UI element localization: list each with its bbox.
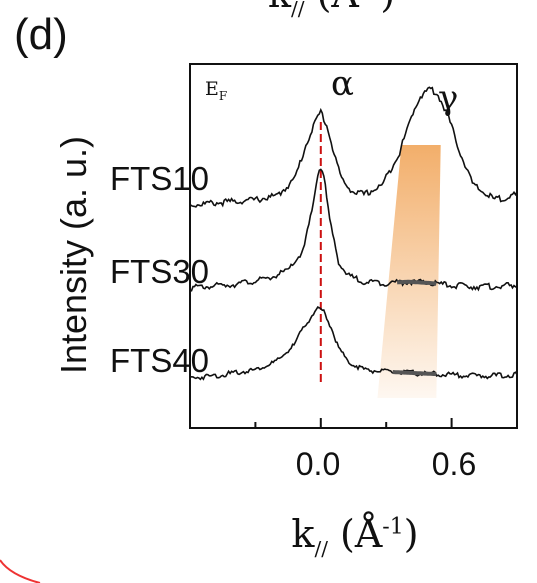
gamma-band-fts40 (392, 370, 437, 377)
series-label-fts40: FTS40 (110, 342, 210, 379)
decorative-red-arc (0, 559, 41, 583)
gamma-band-fts30 (396, 279, 437, 286)
plot-frame (189, 63, 518, 429)
panel-label: (d) (14, 10, 68, 59)
series-line-fts40 (190, 305, 517, 381)
x-tick-label: 0.6 (431, 446, 477, 482)
ef-annotation: EF (205, 78, 228, 103)
gamma-annotation: γ (438, 78, 459, 118)
series-line-fts10 (190, 86, 517, 208)
series-line-fts30 (190, 168, 517, 292)
x-tick-label: 0.0 (295, 446, 341, 482)
alpha-annotation: α (331, 64, 354, 104)
x-axis-label: k// (Å-1) (291, 512, 419, 561)
series-label-fts10: FTS10 (110, 160, 210, 197)
gamma-highlight-band (377, 145, 441, 398)
series-label-fts30: FTS30 (110, 253, 210, 290)
clipped-top-axis-label: k// (Å-1) (268, 0, 395, 21)
